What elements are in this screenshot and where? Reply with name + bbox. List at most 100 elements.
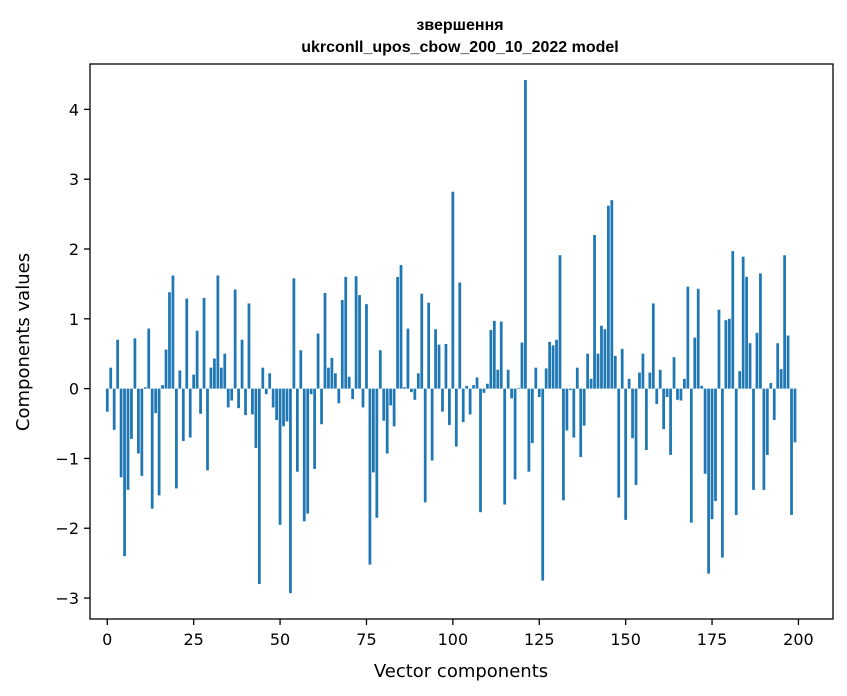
bar	[420, 293, 424, 389]
bar	[185, 298, 189, 389]
bar	[278, 388, 282, 525]
bar	[299, 350, 303, 389]
bar	[727, 318, 731, 389]
bar	[323, 292, 327, 389]
bar	[240, 339, 244, 389]
bar	[503, 388, 507, 505]
x-tick-label: 0	[102, 630, 112, 649]
bar	[209, 367, 213, 389]
bar	[631, 388, 634, 439]
bar	[168, 292, 171, 389]
bar	[482, 388, 486, 393]
bar	[192, 374, 196, 389]
bar	[257, 388, 261, 585]
bar	[261, 367, 265, 389]
bar	[759, 273, 762, 389]
bar	[717, 309, 721, 389]
bar	[302, 388, 306, 522]
bar	[686, 286, 690, 389]
bar	[116, 339, 120, 389]
bar	[365, 304, 368, 389]
bar	[555, 339, 558, 389]
bar	[451, 191, 455, 389]
bar	[669, 388, 672, 455]
bar	[382, 388, 386, 421]
bar	[171, 275, 175, 389]
bar	[347, 376, 351, 389]
bar	[385, 388, 389, 454]
x-tick-label: 150	[610, 630, 641, 649]
bar	[316, 333, 320, 389]
bar	[371, 388, 375, 473]
bar	[337, 388, 341, 404]
bar	[752, 388, 755, 490]
bar	[468, 388, 472, 415]
bar	[551, 345, 555, 389]
bar	[306, 388, 310, 514]
bar	[731, 251, 735, 389]
bar	[161, 385, 164, 389]
bar	[264, 388, 268, 395]
bar	[714, 388, 717, 502]
bar	[105, 388, 109, 412]
bar	[410, 388, 413, 393]
bar	[119, 388, 123, 478]
bar	[586, 353, 590, 389]
bar	[406, 328, 410, 389]
bar	[755, 332, 759, 389]
bar	[423, 388, 427, 503]
bar	[589, 378, 593, 389]
bar	[689, 388, 693, 523]
bar	[734, 388, 738, 515]
bar	[568, 388, 572, 391]
bar	[109, 367, 113, 389]
bar	[475, 377, 479, 389]
bar	[223, 353, 227, 389]
y-tick-label: 2	[69, 240, 79, 259]
bar	[219, 367, 223, 389]
bar	[606, 205, 610, 389]
bar	[492, 320, 496, 389]
bar	[513, 388, 517, 480]
bar	[582, 388, 586, 426]
y-tick-label: 3	[69, 170, 79, 189]
bar	[354, 276, 358, 389]
bar	[123, 388, 126, 557]
bar	[441, 388, 444, 412]
bar	[416, 373, 420, 389]
y-tick-label: 0	[69, 380, 79, 399]
bar	[126, 388, 130, 490]
bar	[537, 388, 541, 397]
bar	[496, 369, 500, 389]
bar	[181, 388, 185, 441]
bar	[244, 388, 247, 416]
bar	[216, 275, 220, 389]
y-tick-label: −3	[55, 589, 79, 608]
bar	[399, 265, 403, 389]
bar	[486, 383, 489, 389]
bar	[392, 388, 396, 427]
bar	[548, 341, 551, 389]
bar	[489, 329, 493, 389]
bar	[510, 388, 513, 399]
bar	[157, 388, 161, 496]
bar	[333, 373, 337, 389]
bar	[786, 335, 790, 389]
bar	[251, 388, 254, 415]
bar	[472, 385, 475, 389]
bar	[527, 388, 531, 472]
x-tick-label: 75	[356, 630, 376, 649]
bar	[213, 358, 216, 389]
bar	[188, 388, 192, 438]
bar	[534, 367, 538, 389]
bar	[648, 372, 652, 389]
bar	[448, 388, 451, 425]
x-tick-label: 25	[183, 630, 203, 649]
bar	[202, 297, 206, 389]
bar	[413, 388, 417, 400]
chart-title: звершення	[416, 17, 503, 34]
bar	[230, 388, 234, 401]
bar	[769, 383, 773, 389]
bar	[790, 388, 793, 515]
bar	[617, 388, 621, 498]
